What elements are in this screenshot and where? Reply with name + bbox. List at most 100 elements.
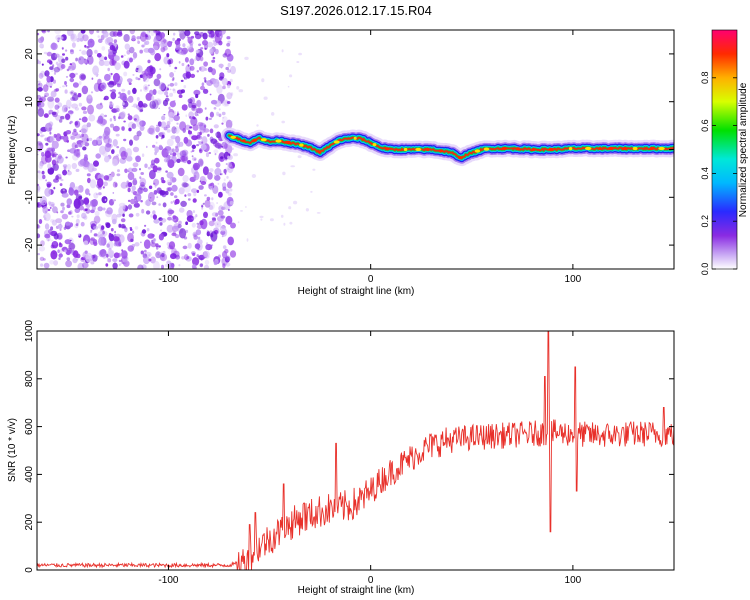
noise-speck <box>140 181 145 187</box>
noise-speck <box>85 208 91 214</box>
noise-speck <box>66 68 70 72</box>
signal-ridge <box>221 127 674 167</box>
noise-speck <box>221 145 224 148</box>
noise-speck <box>209 201 215 210</box>
noise-speck <box>221 116 228 123</box>
noise-speck <box>70 33 75 40</box>
noise-speck <box>95 153 101 159</box>
noise-speck <box>37 59 40 65</box>
noise-speck <box>129 227 133 229</box>
noise-speck <box>144 224 147 227</box>
noise-speck <box>81 116 88 123</box>
noise-speck <box>216 202 218 204</box>
noise-speck <box>42 206 48 214</box>
noise-speck <box>205 245 210 250</box>
noise-speck <box>107 208 111 211</box>
noise-speck <box>198 122 206 131</box>
noise-speck <box>81 106 87 111</box>
noise-speck <box>37 94 42 100</box>
ridge-hotspot <box>284 140 292 144</box>
noise-speck <box>132 179 138 186</box>
noise-speck <box>154 157 160 164</box>
noise-speck <box>133 118 137 121</box>
noise-speck <box>84 154 88 159</box>
noise-speck <box>178 220 182 225</box>
noise-speck <box>93 215 101 224</box>
noise-speck <box>203 250 210 258</box>
noise-speck <box>120 150 128 160</box>
ridge-hotspot <box>252 138 258 142</box>
noise-speck <box>170 192 174 196</box>
noise-speck <box>289 221 293 225</box>
noise-speck <box>118 206 126 216</box>
snr-panel: -100 0 100 0 200 400 600 800 1000 Height of str… <box>7 319 675 596</box>
noise-speck <box>80 30 86 34</box>
noise-speck <box>192 124 199 131</box>
noise-speck <box>256 124 259 127</box>
noise-speck <box>211 217 216 221</box>
noise-speck <box>37 107 45 117</box>
noise-speck <box>191 144 196 149</box>
noise-speck <box>110 72 113 76</box>
noise-speck <box>67 110 74 115</box>
noise-speck <box>59 119 63 123</box>
noise-speck <box>41 30 46 33</box>
noise-speck <box>166 53 170 58</box>
noise-speck <box>127 170 130 173</box>
noise-speck <box>103 135 110 144</box>
noise-speck <box>116 173 121 177</box>
noise-speck <box>158 144 163 149</box>
noise-speck <box>69 110 74 115</box>
noise-speck <box>81 142 86 146</box>
noise-speck <box>98 192 102 196</box>
noise-speck <box>147 47 155 54</box>
noise-speck <box>66 163 72 170</box>
noise-speck <box>126 182 129 185</box>
noise-speck <box>179 228 187 239</box>
noise-speck <box>69 182 76 190</box>
noise-speck <box>114 182 118 187</box>
y-tick-label: 20 <box>24 48 35 60</box>
noise-speck <box>90 261 95 265</box>
noise-speck <box>37 253 40 256</box>
noise-speck <box>48 127 52 132</box>
noise-speck <box>61 58 66 64</box>
noise-speck <box>119 92 127 101</box>
noise-speck <box>191 149 195 153</box>
noise-speck <box>224 173 227 175</box>
noise-speck <box>125 148 132 158</box>
noise-speck <box>91 139 99 146</box>
noise-speck <box>46 51 53 57</box>
noise-speck <box>161 115 166 121</box>
noise-speck <box>47 167 55 175</box>
noise-speck <box>174 66 178 70</box>
noise-speck <box>124 227 128 233</box>
noise-speck <box>169 88 172 91</box>
noise-speck <box>213 107 217 110</box>
noise-speck <box>156 124 159 127</box>
noise-speck <box>173 32 176 36</box>
noise-speck <box>125 155 133 162</box>
noise-speck <box>182 182 189 188</box>
noise-speck <box>105 263 109 267</box>
noise-speck <box>178 94 183 98</box>
noise-speck <box>169 176 177 183</box>
noise-speck <box>191 104 196 111</box>
ridge-hotspot <box>425 147 430 152</box>
noise-speck <box>109 118 113 122</box>
noise-speck <box>222 263 226 269</box>
noise-speck <box>62 164 68 168</box>
noise-speck <box>205 116 209 121</box>
noise-speck <box>219 35 222 39</box>
noise-speck <box>155 141 158 144</box>
noise-speck <box>158 245 161 248</box>
noise-speck <box>161 264 164 269</box>
noise-speck <box>177 223 182 229</box>
noise-speck <box>46 59 52 64</box>
noise-speck <box>89 199 97 207</box>
noise-speck <box>61 106 67 113</box>
noise-speck <box>43 262 50 269</box>
noise-speck <box>194 111 198 117</box>
noise-speck <box>204 194 207 197</box>
noise-speck <box>112 236 120 242</box>
